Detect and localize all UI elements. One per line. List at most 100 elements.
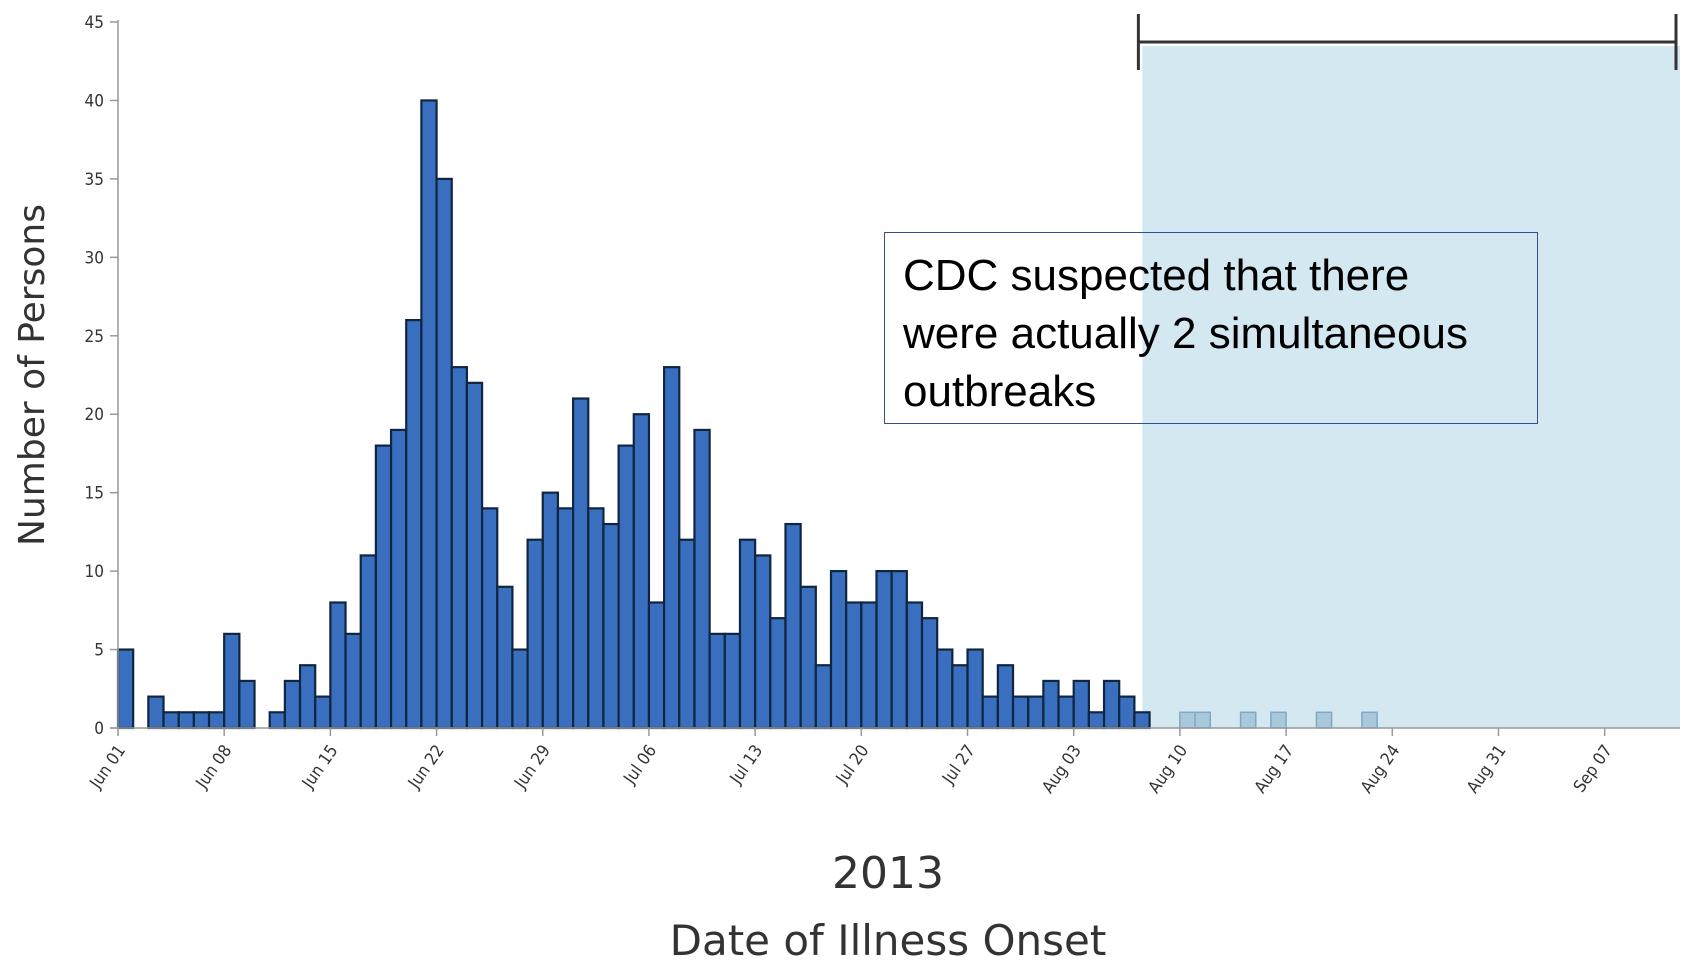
bar — [177, 711, 195, 730]
x-tick-label: Aug 31 — [1463, 741, 1510, 797]
x-tick-label: Jul 06 — [620, 741, 661, 788]
bar-late — [1194, 711, 1211, 729]
bar — [617, 444, 635, 730]
bar — [875, 570, 893, 730]
bar — [1133, 711, 1151, 730]
bar — [298, 664, 317, 730]
y-tick-label: 0 — [94, 719, 104, 739]
bar — [769, 617, 787, 730]
y-tick-label: 10 — [85, 562, 104, 582]
bar — [587, 507, 605, 730]
bar — [162, 711, 180, 730]
bar-late — [1179, 711, 1196, 729]
bar-late — [1361, 711, 1378, 729]
bar — [1027, 695, 1045, 730]
bar — [981, 695, 999, 730]
bar — [192, 711, 211, 730]
bar — [966, 648, 984, 730]
bar — [860, 601, 878, 730]
x-tick-label: Jul 20 — [832, 741, 873, 788]
bar — [829, 570, 848, 730]
bar — [496, 585, 514, 730]
bar — [890, 570, 908, 730]
annotation-box: CDC suspected that there were actually 2… — [884, 232, 1538, 424]
bar — [344, 632, 362, 730]
bar-late — [1270, 711, 1287, 729]
bar — [238, 679, 256, 730]
bar — [116, 648, 135, 730]
bar — [632, 413, 651, 730]
y-ticks: 0 5 10 15 20 25 30 35 40 45 — [85, 13, 118, 739]
bar — [329, 601, 347, 730]
x-tick-label: Aug 17 — [1251, 741, 1298, 797]
bar-late — [1239, 711, 1257, 729]
bar — [1118, 695, 1136, 730]
bar — [541, 491, 560, 730]
bar — [1087, 711, 1106, 730]
x-axis-year: 2013 — [832, 848, 944, 899]
x-tick-label: Aug 10 — [1145, 741, 1192, 797]
x-axis-title: Date of Illness Onset — [670, 916, 1107, 962]
y-tick-label: 25 — [85, 327, 104, 347]
bar — [1072, 679, 1090, 730]
bar — [845, 601, 863, 730]
bar — [1042, 679, 1060, 730]
bar — [723, 632, 742, 730]
x-tick-label: Jul 13 — [726, 741, 767, 788]
bar — [480, 507, 499, 730]
bar — [283, 679, 302, 730]
x-tick-label: Jun 08 — [192, 741, 237, 793]
highlight-region — [1142, 46, 1680, 728]
bar — [1011, 695, 1030, 730]
bar — [374, 444, 393, 730]
bar — [556, 507, 575, 730]
bar — [223, 632, 241, 730]
x-tick-label: Jun 01 — [85, 741, 130, 793]
bar — [420, 99, 438, 730]
bar — [602, 522, 620, 730]
bracket — [1136, 14, 1678, 70]
x-tick-label: Sep 07 — [1570, 741, 1617, 796]
bar — [936, 648, 954, 730]
bar — [359, 554, 377, 730]
y-axis-title: Number of Persons — [12, 204, 53, 546]
annotation-text: CDC suspected that there were actually 2… — [903, 251, 1468, 416]
bar — [738, 538, 757, 730]
bar — [571, 397, 590, 730]
x-tick-label: Jun 29 — [510, 741, 555, 793]
bar-late — [1315, 711, 1333, 729]
bar — [799, 585, 817, 730]
bar — [996, 664, 1015, 730]
y-tick-label: 35 — [85, 170, 104, 190]
y-tick-label: 40 — [85, 91, 104, 111]
bar — [784, 522, 802, 730]
x-tick-label: Jul 27 — [938, 741, 979, 788]
bar — [450, 366, 469, 730]
y-tick-label: 30 — [85, 248, 104, 268]
bar — [207, 711, 226, 730]
bar — [708, 632, 726, 730]
bar — [405, 318, 423, 730]
bar — [693, 428, 711, 730]
bar — [754, 554, 772, 730]
bar — [465, 381, 484, 730]
bar — [647, 601, 666, 730]
bar — [951, 664, 969, 730]
x-tick-label: Aug 03 — [1038, 741, 1085, 797]
x-tick-label: Jun 22 — [404, 741, 449, 793]
x-tick-label: Jun 15 — [298, 741, 343, 793]
y-tick-label: 15 — [85, 484, 104, 504]
bar — [678, 538, 696, 730]
y-tick-label: 45 — [85, 13, 104, 33]
bar — [920, 617, 939, 730]
bar — [389, 428, 408, 730]
bar — [435, 177, 453, 730]
bar — [268, 711, 286, 730]
bar — [814, 664, 833, 730]
bar — [147, 695, 165, 730]
x-tick-label: Aug 24 — [1357, 741, 1404, 797]
y-tick-label: 20 — [85, 405, 104, 425]
bar — [663, 366, 681, 730]
bar — [1102, 679, 1121, 730]
